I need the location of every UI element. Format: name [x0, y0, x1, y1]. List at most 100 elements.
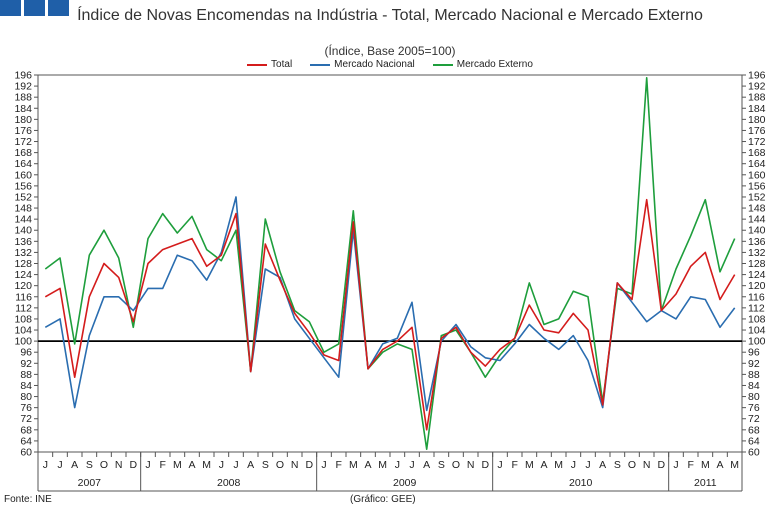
y-tick-label-right: 112 — [748, 302, 765, 314]
chart-subtitle: (Índice, Base 2005=100) — [324, 44, 456, 58]
y-tick-label-right: 124 — [748, 269, 766, 281]
x-tick-label: M — [378, 459, 387, 471]
y-tick-label-left: 116 — [15, 291, 32, 303]
x-tick-label: O — [452, 459, 460, 471]
y-tick-label-left: 68 — [20, 424, 32, 436]
x-tick-label: D — [130, 459, 138, 471]
y-tick-label-left: 108 — [14, 313, 32, 325]
y-tick-label-right: 176 — [748, 125, 766, 137]
x-tick-label: M — [701, 459, 710, 471]
legend-item-total: Total — [247, 59, 292, 70]
y-tick-label-right: 120 — [748, 280, 766, 292]
y-tick-label-left: 140 — [14, 225, 32, 237]
y-tick-label-right: 116 — [748, 291, 765, 303]
y-tick-label-right: 160 — [748, 169, 766, 181]
y-tick-label-left: 156 — [14, 180, 32, 192]
y-tick-label-right: 96 — [748, 347, 760, 359]
x-tick-label: A — [716, 459, 723, 471]
x-tick-label: J — [585, 459, 590, 471]
y-tick-label-left: 128 — [14, 258, 32, 270]
y-tick-label-right: 140 — [748, 225, 766, 237]
x-tick-label: J — [673, 459, 678, 471]
y-tick-label-left: 92 — [20, 358, 32, 370]
x-tick-label: O — [100, 459, 108, 471]
x-tick-label: M — [525, 459, 534, 471]
legend-swatch-total — [247, 63, 268, 66]
y-tick-label-right: 148 — [748, 203, 766, 215]
y-tick-label-right: 144 — [748, 214, 766, 226]
y-tick-label-left: 164 — [14, 158, 32, 170]
legend-label-externo: Mercado Externo — [456, 59, 533, 70]
x-tick-label: O — [628, 459, 636, 471]
x-tick-label: M — [173, 459, 182, 471]
y-tick-label-right: 192 — [748, 81, 766, 93]
legend-label-nacional: Mercado Nacional — [334, 59, 415, 70]
y-tick-label-right: 164 — [748, 158, 766, 170]
legend: Total Mercado Nacional Mercado Externo — [0, 59, 780, 70]
x-tick-label: F — [335, 459, 341, 471]
y-tick-label-left: 88 — [20, 369, 32, 381]
x-tick-label: J — [145, 459, 150, 471]
y-tick-label-right: 100 — [748, 336, 766, 348]
y-tick-label-right: 108 — [748, 313, 766, 325]
year-label: 2010 — [569, 477, 593, 489]
x-tick-label: D — [306, 459, 314, 471]
y-tick-label-right: 88 — [748, 369, 760, 381]
x-tick-label: J — [219, 459, 224, 471]
y-tick-label-left: 64 — [20, 435, 32, 447]
x-tick-label: J — [321, 459, 326, 471]
y-tick-label-right: 72 — [748, 413, 760, 425]
y-tick-label-left: 196 — [14, 70, 32, 82]
y-tick-label-right: 180 — [748, 114, 766, 126]
y-tick-label-left: 84 — [20, 380, 32, 392]
y-tick-label-left: 168 — [14, 147, 32, 159]
y-tick-label-right: 172 — [748, 136, 766, 148]
y-tick-label-right: 80 — [748, 391, 760, 403]
y-tick-label-left: 80 — [20, 391, 32, 403]
x-tick-label: D — [482, 459, 490, 471]
y-tick-label-right: 152 — [748, 191, 766, 203]
x-tick-label: M — [202, 459, 211, 471]
series-line-total — [44, 198, 736, 431]
y-tick-label-right: 76 — [748, 402, 760, 414]
y-tick-label-left: 192 — [14, 81, 32, 93]
y-tick-label-left: 132 — [14, 247, 32, 259]
x-tick-label: A — [71, 459, 78, 471]
y-tick-label-right: 132 — [748, 247, 766, 259]
y-tick-label-left: 180 — [14, 114, 32, 126]
x-tick-label: N — [115, 459, 123, 471]
series-line-externo — [44, 77, 736, 451]
y-tick-label-right: 156 — [748, 180, 766, 192]
x-tick-label: J — [409, 459, 414, 471]
y-tick-label-left: 188 — [14, 92, 32, 104]
legend-item-nacional: Mercado Nacional — [310, 59, 415, 70]
x-tick-label: M — [730, 459, 739, 471]
x-tick-label: N — [467, 459, 475, 471]
year-label: 2011 — [694, 477, 717, 489]
y-tick-label-right: 168 — [748, 147, 766, 159]
x-tick-label: M — [554, 459, 563, 471]
legend-swatch-externo — [432, 63, 453, 66]
legend-swatch-nacional — [310, 63, 331, 66]
logo-block-1 — [0, 0, 21, 16]
x-tick-label: F — [159, 459, 165, 471]
x-tick-label: N — [291, 459, 299, 471]
y-tick-label-left: 152 — [14, 191, 32, 203]
y-tick-label-right: 196 — [748, 70, 766, 82]
y-tick-label-left: 144 — [14, 214, 32, 226]
y-tick-label-left: 100 — [14, 336, 32, 348]
x-tick-label: J — [497, 459, 502, 471]
year-label: 2009 — [393, 477, 417, 489]
y-tick-label-right: 184 — [748, 103, 766, 115]
x-tick-label: J — [57, 459, 62, 471]
x-tick-label: J — [233, 459, 238, 471]
x-tick-label: N — [643, 459, 651, 471]
x-tick-label: A — [540, 459, 547, 471]
y-tick-label-left: 72 — [20, 413, 32, 425]
y-tick-label-left: 160 — [14, 169, 32, 181]
x-tick-label: S — [262, 459, 269, 471]
source-note: Fonte: INE — [4, 494, 52, 505]
credit-note: (Gráfico: GEE) — [350, 494, 416, 505]
y-tick-label-left: 124 — [14, 269, 32, 281]
